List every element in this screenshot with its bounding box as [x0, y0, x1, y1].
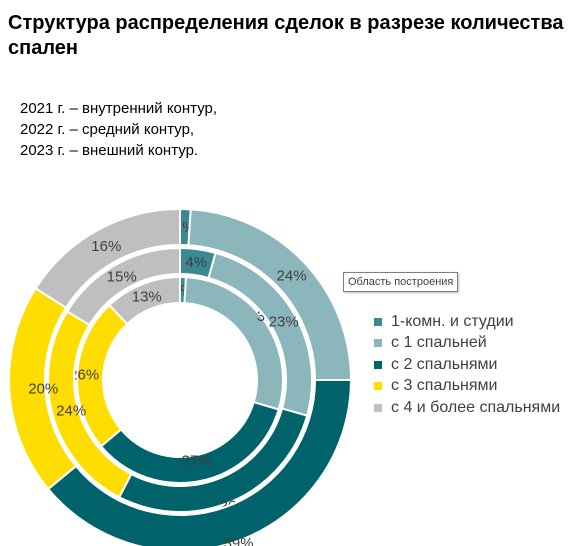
label-outer-3: 39% — [224, 535, 254, 546]
chart-subtitle: 2021 г. – внутренний контур, 2022 г. – с… — [20, 98, 217, 161]
segment-middle-5 — [65, 246, 181, 327]
label-inner-5: 13% — [132, 288, 162, 305]
label-outer-2: 24% — [277, 267, 307, 284]
legend-label: с 4 и более спальнями — [391, 398, 561, 416]
subtitle-line-2021: 2021 г. – внутренний контур, — [20, 100, 218, 117]
subtitle-line-2022: 2022 г. – средний контур, — [20, 121, 195, 138]
label-outer-4: 20% — [28, 381, 58, 398]
legend-item-5: с 4 и более спальнями — [374, 397, 560, 419]
label-middle-1: 4% — [185, 254, 207, 271]
legend-label: 1-комн. и студии — [391, 312, 514, 330]
label-middle-5: 15% — [107, 268, 137, 285]
chart-title: Структура распределения сделок в разрезе… — [8, 12, 564, 59]
legend-swatch — [374, 317, 382, 326]
legend-item-3: с 2 спальнями — [374, 354, 560, 376]
chart-legend: 1-комн. и студии с 1 спальней с 2 спальням… — [374, 311, 560, 419]
legend-label: с 3 спальнями — [391, 377, 498, 395]
legend-item-2: с 1 спальней — [374, 333, 560, 355]
legend-label: с 2 спальнями — [391, 355, 498, 373]
label-inner-3: 37% — [182, 452, 212, 469]
label-inner-4: 26% — [69, 366, 99, 383]
plot-area-tooltip: Область построения — [343, 272, 459, 292]
legend-swatch — [374, 339, 382, 348]
segment-inner-5 — [107, 275, 181, 326]
label-outer-5: 16% — [91, 238, 121, 255]
label-middle-2: 23% — [269, 314, 299, 331]
subtitle-line-2023: 2023 г. – внешний контур. — [20, 142, 199, 159]
legend-item-1: 1-комн. и студии — [374, 311, 560, 333]
segment-outer-5 — [34, 207, 181, 310]
legend-item-4: с 3 спальнями — [374, 376, 560, 398]
legend-swatch — [374, 382, 382, 391]
label-middle-4: 24% — [56, 402, 86, 419]
legend-swatch — [374, 403, 382, 412]
legend-label: с 1 спальней — [391, 334, 487, 352]
legend-swatch — [374, 360, 382, 369]
